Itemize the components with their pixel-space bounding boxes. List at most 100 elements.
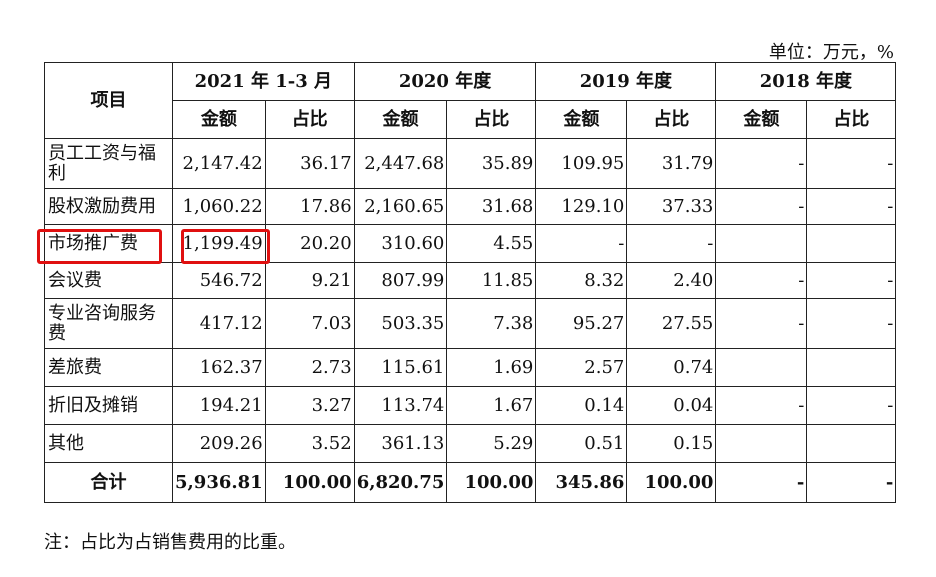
cell-value: 0.74: [626, 348, 717, 387]
cell-value: 2.40: [626, 262, 717, 299]
row-label: 合计: [44, 462, 173, 503]
cell-value: -: [535, 224, 628, 263]
table-row: 差旅费 162.37 2.73 115.61 1.69 2.57 0.74: [44, 348, 897, 387]
header-ratio: 占比: [446, 100, 537, 139]
cell-value: 2,147.42: [172, 138, 266, 189]
table-row: 市场推广费 1,199.49 20.20 310.60 4.55- -: [44, 224, 897, 263]
cell-value: 345.86: [535, 462, 628, 503]
cell-value: -: [715, 262, 808, 299]
header-amount: 金额: [715, 100, 808, 139]
cell-value: [715, 424, 808, 463]
cell-value: -: [806, 138, 897, 189]
cell-value: -: [806, 298, 897, 349]
cell-value: 361.13: [353, 424, 448, 463]
row-label: 差旅费: [44, 348, 173, 387]
table-row: 其他 209.26 3.52 361.13 5.29 0.51 0.15: [44, 424, 897, 463]
cell-value: -: [715, 386, 808, 425]
cell-value: 36.17: [264, 138, 355, 189]
cut-off-top-text: [60, 0, 540, 4]
cell-value: 6,820.75: [353, 462, 448, 503]
cell-value: 11.85: [446, 262, 537, 299]
cell-value: 2.57: [535, 348, 628, 387]
cell-value: 20.20: [264, 224, 355, 263]
header-period-2020: 2020 年度: [353, 62, 537, 101]
cell-value: -: [806, 462, 897, 503]
header-amount: 金额: [172, 100, 266, 139]
header-period-2021q1: 2021 年 1-3 月: [172, 62, 355, 101]
cell-value: 1.67: [446, 386, 537, 425]
cell-value: 417.12: [172, 298, 266, 349]
row-label: 市场推广费: [44, 224, 173, 263]
table-row: 会议费 546.72 9.21 807.99 11.85 8.32 2.40- -: [44, 262, 897, 299]
unit-label: 单位：万元，%: [768, 42, 894, 63]
row-label: 会议费: [44, 262, 173, 299]
header-ratio: 占比: [806, 100, 897, 139]
row-label: 专业咨询服务费: [44, 298, 173, 349]
cell-value: 1,199.49: [172, 224, 266, 263]
row-label: 股权激励费用: [44, 188, 173, 225]
cell-value: 31.68: [446, 188, 537, 225]
footnote: 注：占比为占销售费用的比重。: [44, 532, 296, 553]
cell-value: 5.29: [446, 424, 537, 463]
cell-value: 37.33: [626, 188, 717, 225]
cell-value: 17.86: [264, 188, 355, 225]
cell-value: 7.03: [264, 298, 355, 349]
cell-value: -: [626, 224, 717, 263]
cell-value: 194.21: [172, 386, 266, 425]
cell-value: 31.79: [626, 138, 717, 189]
table-row: 员工工资与福利 2,147.42 36.17 2,447.68 35.89 109.95 3…: [44, 138, 897, 189]
cell-value: -: [715, 138, 808, 189]
cell-value: 100.00: [446, 462, 537, 503]
row-label: 其他: [44, 424, 173, 463]
cell-value: 546.72: [172, 262, 266, 299]
table-row: 专业咨询服务费 417.12 7.03 503.35 7.38 95.27 27.55- -: [44, 298, 897, 349]
cell-value: 100.00: [626, 462, 717, 503]
cell-value: 209.26: [172, 424, 266, 463]
sales-expense-table: 项目 2021 年 1-3 月 2020 年度 2019 年度 2018 年度 …: [44, 62, 897, 503]
cell-value: 3.52: [264, 424, 355, 463]
cell-value: 0.51: [535, 424, 628, 463]
table-row: 折旧及摊销 194.21 3.27 113.74 1.67 0.14 0.04- -: [44, 386, 897, 425]
cell-value: 0.15: [626, 424, 717, 463]
total-row: 合计 5,936.81 100.00 6,820.75 100.00 345.8…: [44, 462, 897, 503]
header-period-2019: 2019 年度: [535, 62, 717, 101]
header-period-2018: 2018 年度: [715, 62, 897, 101]
cell-value: 2,447.68: [353, 138, 448, 189]
header-item: 项目: [44, 62, 173, 139]
cell-value: [715, 348, 808, 387]
row-label: 折旧及摊销: [44, 386, 173, 425]
cell-value: 9.21: [264, 262, 355, 299]
cell-value: 2.73: [264, 348, 355, 387]
cell-value: 35.89: [446, 138, 537, 189]
cell-value: 8.32: [535, 262, 628, 299]
header-amount: 金额: [353, 100, 448, 139]
cell-value: 100.00: [264, 462, 355, 503]
cell-value: 1.69: [446, 348, 537, 387]
cell-value: 95.27: [535, 298, 628, 349]
cell-value: [806, 424, 897, 463]
cell-value: 115.61: [353, 348, 448, 387]
cell-value: [806, 348, 897, 387]
cell-value: 310.60: [353, 224, 448, 263]
cell-value: 4.55: [446, 224, 537, 263]
cell-value: 2,160.65: [353, 188, 448, 225]
cell-value: 503.35: [353, 298, 448, 349]
table-row: 股权激励费用 1,060.22 17.86 2,160.65 31.68 129.10 37…: [44, 188, 897, 225]
cell-value: [715, 224, 808, 263]
cell-value: -: [715, 462, 808, 503]
cell-value: 0.14: [535, 386, 628, 425]
cell-value: 27.55: [626, 298, 717, 349]
cell-value: 129.10: [535, 188, 628, 225]
cell-value: [806, 224, 897, 263]
cell-value: 3.27: [264, 386, 355, 425]
header-ratio: 占比: [264, 100, 355, 139]
row-label: 员工工资与福利: [44, 138, 173, 189]
cell-value: 5,936.81: [172, 462, 266, 503]
cell-value: 0.04: [626, 386, 717, 425]
header-ratio: 占比: [626, 100, 717, 139]
cell-value: 109.95: [535, 138, 628, 189]
cell-value: 113.74: [353, 386, 448, 425]
cell-value: -: [715, 188, 808, 225]
cell-value: -: [806, 262, 897, 299]
cell-value: 1,060.22: [172, 188, 266, 225]
